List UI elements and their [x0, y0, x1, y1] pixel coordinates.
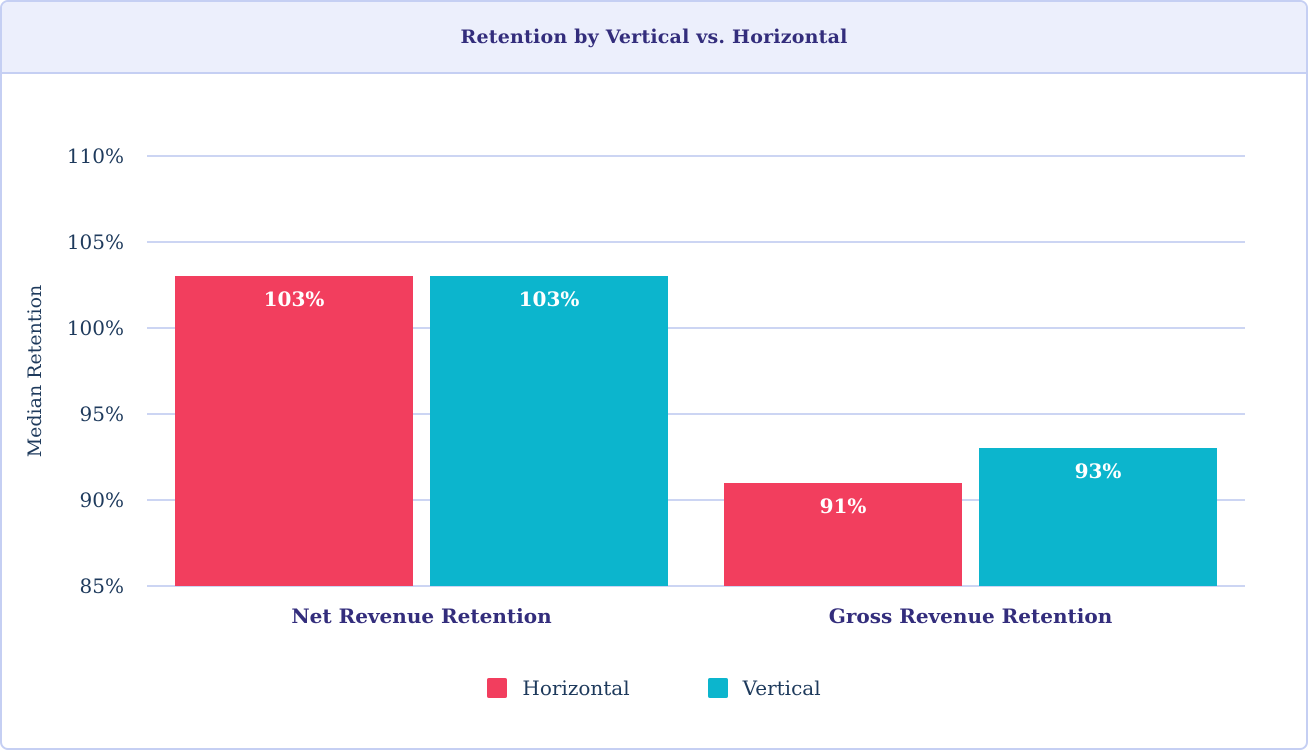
y-tick-label: 95% [79, 402, 124, 426]
bar-value-label: 93% [1074, 459, 1122, 484]
bar-value-label: 91% [819, 493, 867, 518]
gridline [147, 241, 1245, 243]
chart-title: Retention by Vertical vs. Horizontal [460, 26, 848, 48]
bar-vertical-group-0: 103% [430, 276, 668, 586]
bar-value-label: 103% [518, 287, 580, 312]
gridline [147, 155, 1245, 157]
bar-horizontal-group-0: 103% [175, 276, 413, 586]
gridline [147, 327, 1245, 329]
legend-swatch-vertical [707, 678, 728, 698]
y-tick-label: 90% [79, 488, 124, 512]
chart-header: Retention by Vertical vs. Horizontal [2, 2, 1306, 74]
legend-label-horizontal: Horizontal [522, 676, 630, 700]
category-label-net-revenue-retention: Net Revenue Retention [291, 604, 552, 628]
gridline [147, 585, 1245, 587]
y-tick-label: 105% [66, 230, 124, 254]
bar-horizontal-group-1: 91% [724, 482, 962, 586]
y-axis-label: Median Retention [24, 284, 46, 458]
legend-item-horizontal: Horizontal [487, 676, 630, 700]
bar-vertical-group-1: 93% [979, 448, 1217, 586]
legend-item-vertical: Vertical [707, 676, 821, 700]
gridline [147, 413, 1245, 415]
gridline [147, 499, 1245, 501]
legend-swatch-horizontal [487, 678, 508, 698]
y-tick-label: 110% [66, 144, 124, 168]
bar-value-label: 103% [263, 287, 325, 312]
legend: Horizontal Vertical [2, 676, 1306, 700]
category-label-gross-revenue-retention: Gross Revenue Retention [828, 604, 1113, 628]
y-tick-label: 100% [66, 316, 124, 340]
chart-area: Median Retention 103% 103% 91% 93% Net Reve… [2, 74, 1306, 748]
plot-area: 103% 103% 91% 93% [147, 155, 1245, 587]
y-tick-label: 85% [79, 574, 124, 598]
x-axis-labels: Net Revenue Retention Gross Revenue Rete… [147, 604, 1245, 628]
legend-label-vertical: Vertical [742, 676, 821, 700]
